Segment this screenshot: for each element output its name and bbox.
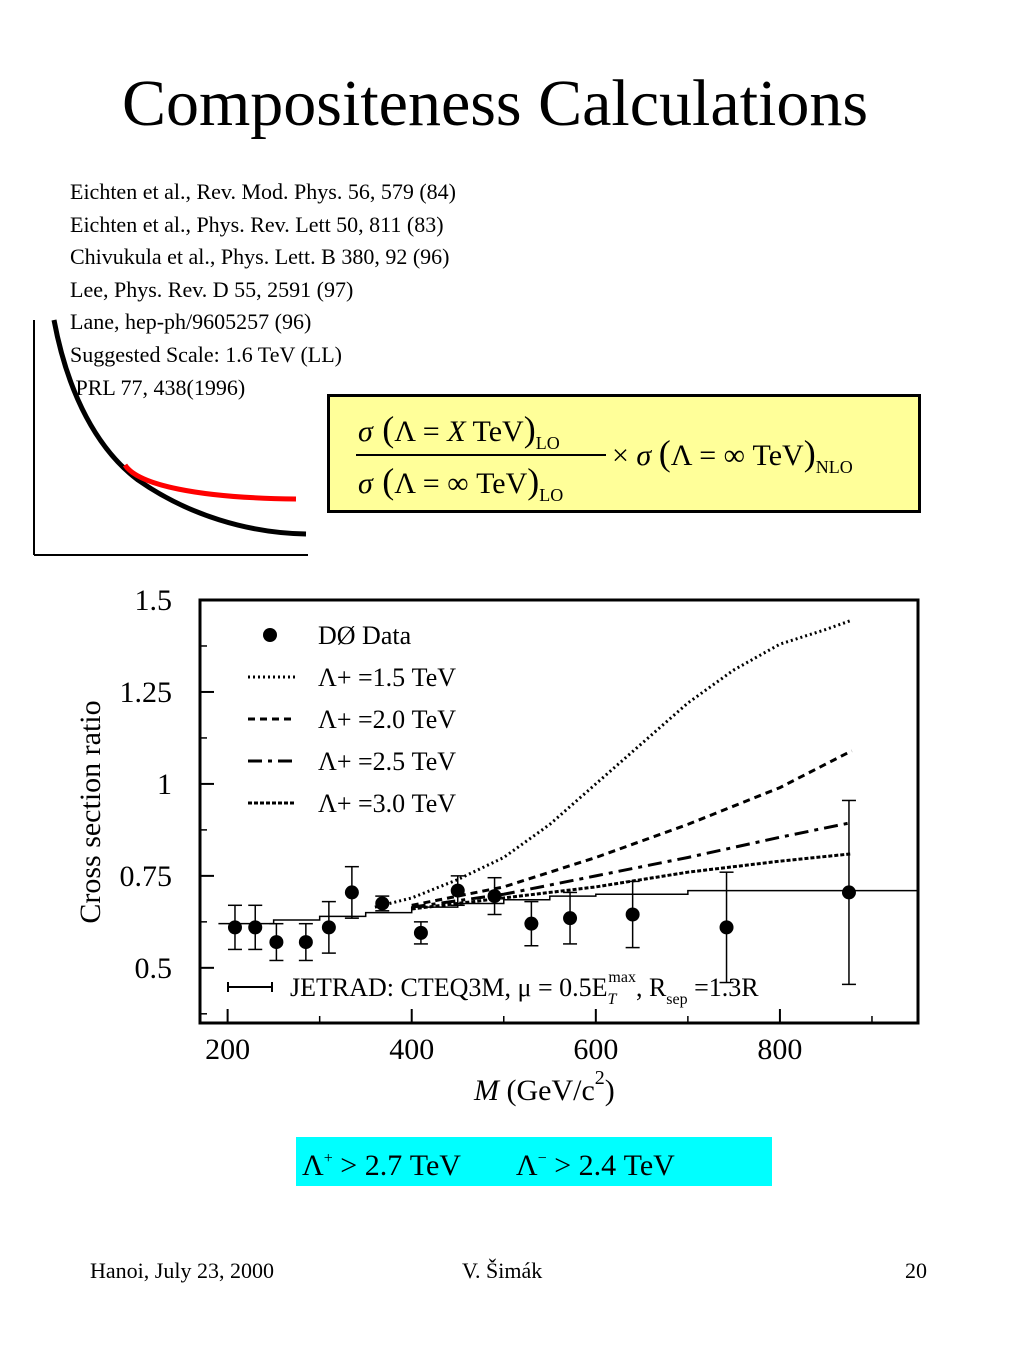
result-box: Λ+ > 2.7 TeV Λ− > 2.4 TeV <box>296 1137 772 1186</box>
formula-box: σ (Λ = X TeV)LO σ (Λ = ∞ TeV)LO × σ (Λ =… <box>327 394 921 513</box>
data-point <box>719 920 734 935</box>
data-point <box>375 896 390 911</box>
data-point <box>248 920 263 935</box>
svg-text:Λ+ > 2.7 TeV Λ− > 2.4 Te: Λ+ > 2.7 TeV Λ− > 2.4 TeV <box>302 1149 675 1182</box>
reference-item: PRL 77, 438(1996) <box>70 374 246 400</box>
data-point <box>413 925 428 940</box>
y-tick-labels: 1.5 1.25 1 0.75 0.5 <box>120 584 173 985</box>
curve-sketch <box>33 319 308 556</box>
x-tick-label: 200 <box>205 1033 250 1066</box>
reference-item: Chivukula et al., Phys. Lett. B 380, 92 … <box>70 244 450 270</box>
data-point <box>269 935 284 950</box>
y-tick-label: 1.25 <box>120 676 173 709</box>
y-tick-label: 0.75 <box>120 860 173 893</box>
legend-label: Λ+ =2.0 TeV <box>318 705 456 734</box>
legend-marker <box>263 628 277 642</box>
footer-location-date: Hanoi, July 23, 2000 <box>90 1258 274 1283</box>
plot-frame <box>198 598 920 1025</box>
data-point <box>344 885 359 900</box>
legend: DØ Data Λ+ =1.5 TeV Λ+ =2.0 TeV Λ+ =2.5 TeV… <box>248 621 456 818</box>
reference-item: Lee, Phys. Rev. D 55, 2591 (97) <box>70 276 354 302</box>
reference-item: Lane, hep-ph/9605257 (96) <box>70 309 312 335</box>
x-tick-labels: 200 400 600 800 <box>205 1033 802 1066</box>
footer-author: V. Šimák <box>462 1258 543 1283</box>
formula-numerator: σ (Λ = X TeV)LO <box>358 409 560 453</box>
x-tick-label: 400 <box>389 1033 434 1066</box>
svg-text:JETRAD: CTEQ3M, μ = 0.5ETmax,: JETRAD: CTEQ3M, μ = 0.5ETmax, Rsep =1.3R <box>290 969 759 1008</box>
formula-right: × σ (Λ = ∞ TeV)NLO <box>612 433 853 477</box>
reference-list: Eichten et al., Rev. Mod. Phys. 56, 579 … <box>70 176 456 404</box>
data-point <box>524 916 539 931</box>
curve-dotted <box>374 618 853 909</box>
data-point <box>450 883 465 898</box>
data-point <box>841 885 856 900</box>
legend-label: Λ+ =3.0 TeV <box>318 789 456 818</box>
x-axis-label: M (GeV/c⁠2) <box>473 1067 615 1107</box>
cross-section-chart: 1.5 1.25 1 0.75 0.5 200 400 600 800 Cross secti… <box>74 584 920 1107</box>
data-point <box>487 889 502 904</box>
formula: σ (Λ = X TeV)LO σ (Λ = ∞ TeV)LO × σ (Λ =… <box>356 409 853 505</box>
curve-long-dash <box>411 821 853 909</box>
bottom-legend: JETRAD: CTEQ3M, μ = 0.5ETmax, Rsep =1.3R <box>227 969 759 1008</box>
reference-item: Eichten et al., Phys. Rev. Lett 50, 811 … <box>70 211 444 237</box>
y-tick-label: 0.5 <box>135 952 173 985</box>
axis-ticks <box>200 599 873 1023</box>
legend-label: Λ+ =1.5 TeV <box>318 663 456 692</box>
legend-label: DØ Data <box>318 621 412 650</box>
x-tick-label: 600 <box>573 1033 618 1066</box>
slide-title: Compositeness Calculations <box>121 67 869 140</box>
data-point <box>298 935 313 950</box>
sketch-black-curve <box>51 319 307 537</box>
data-point <box>227 920 242 935</box>
curve-short-dash <box>411 749 853 907</box>
x-tick-label: 800 <box>757 1033 802 1066</box>
formula-denominator: σ (Λ = ∞ TeV)LO <box>358 461 563 505</box>
footer-page-number: 20 <box>905 1258 927 1283</box>
reference-item: Suggested Scale: 1.6 TeV (LL) <box>70 341 342 367</box>
data-points <box>227 799 856 986</box>
data-point <box>321 920 336 935</box>
data-point <box>563 911 578 926</box>
y-tick-label: 1 <box>157 768 172 801</box>
data-point <box>625 907 640 922</box>
y-tick-label: 1.5 <box>135 584 173 617</box>
limits-text: Λ+ > 2.7 TeV Λ− > 2.4 TeV <box>302 1149 675 1182</box>
reference-item: Eichten et al., Rev. Mod. Phys. 56, 579 … <box>70 179 456 204</box>
y-axis-label: Cross section ratio <box>74 700 107 923</box>
sketch-red-curve <box>122 463 297 502</box>
legend-label: Λ+ =2.5 TeV <box>318 747 456 776</box>
